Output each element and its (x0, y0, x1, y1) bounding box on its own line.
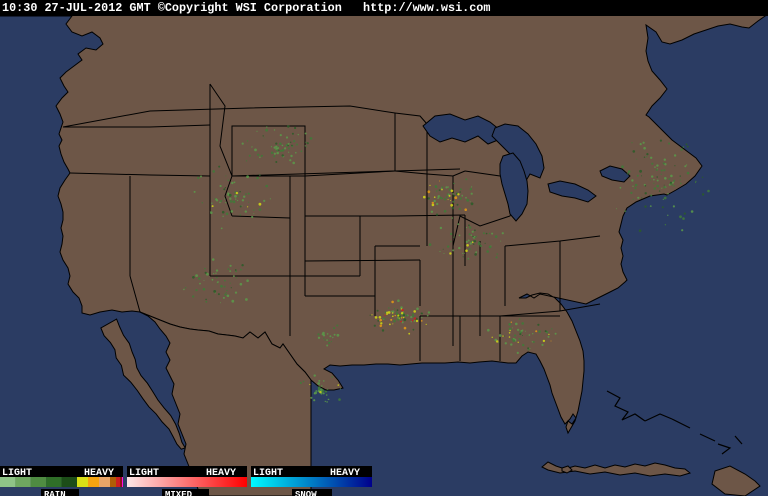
svg-text:SNOW: SNOW (295, 490, 317, 496)
svg-text:MIXED: MIXED (165, 490, 193, 496)
svg-text:RAIN: RAIN (44, 490, 66, 496)
